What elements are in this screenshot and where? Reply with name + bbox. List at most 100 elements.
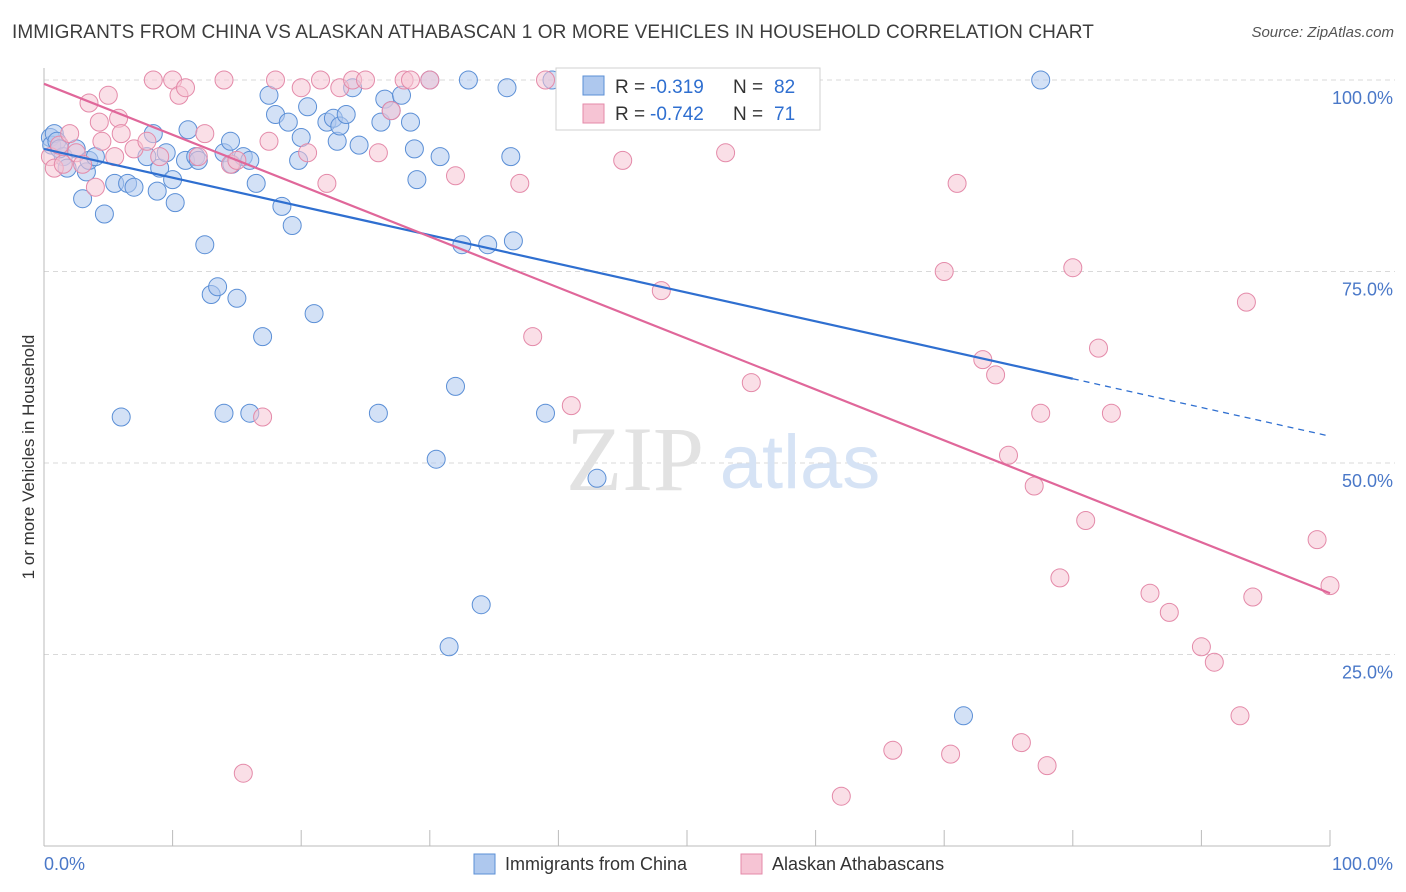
- athabascan-point-18: [150, 147, 170, 167]
- n-label-1: N =: [733, 77, 763, 98]
- legend-swatch-athabascan: [740, 853, 763, 875]
- athabascan-point-34: [317, 173, 337, 193]
- series-legend: Immigrants from China Alaskan Athabascan…: [473, 853, 944, 875]
- athabascan-point-53: [883, 740, 903, 760]
- china-point-21: [165, 193, 185, 213]
- athabascan-point-30: [266, 70, 285, 90]
- china-point-78: [214, 403, 234, 423]
- china-point-57: [401, 112, 420, 132]
- y-axis-title: 1 or more Vehicles in Household: [19, 335, 38, 580]
- watermark-zip: ZIP: [566, 408, 704, 510]
- athabascan-point-45: [523, 327, 543, 347]
- china-point-40: [278, 112, 298, 132]
- china-point-67: [471, 595, 491, 615]
- y-tick-labels: 100.0% 75.0% 50.0% 25.0%: [1332, 88, 1393, 683]
- china-point-68: [478, 235, 498, 255]
- legend-swatch-china: [473, 853, 496, 875]
- athabascan-point-29: [259, 131, 279, 151]
- athabascan-point-60: [1011, 733, 1031, 753]
- china-point-28: [208, 277, 228, 297]
- r-label-1: R =: [615, 77, 645, 98]
- athabascan-point-11: [98, 85, 118, 105]
- athabascan-point-38: [368, 143, 388, 163]
- china-point-17: [147, 181, 167, 201]
- chart-title: IMMIGRANTS FROM CHINA VS ALASKAN ATHABAS…: [12, 22, 1094, 43]
- athabascan-point-71: [1191, 637, 1211, 657]
- athabascan-point-23: [195, 124, 215, 144]
- x-tick-label-min: 0.0%: [44, 854, 85, 874]
- stats-legend: R = -0.319 N = 82 R = -0.742 N = 71: [555, 67, 821, 131]
- athabascan-point-8: [85, 177, 105, 197]
- athabascan-point-7: [79, 93, 99, 113]
- athabascan-point-76: [1307, 530, 1327, 550]
- n-value-2: 71: [774, 104, 795, 125]
- china-point-64: [446, 376, 465, 396]
- china-point-26: [195, 235, 215, 255]
- china-point-11: [94, 204, 114, 224]
- athabascan-point-68: [1101, 403, 1121, 423]
- athabascan-point-69: [1140, 583, 1160, 603]
- athabascan-point-22: [188, 147, 208, 167]
- n-label-2: N =: [733, 104, 763, 125]
- china-point-70: [501, 147, 521, 167]
- r-value-1: -0.319: [650, 77, 704, 98]
- athabascan-point-4: [60, 124, 80, 144]
- athabascan-point-28: [253, 407, 273, 427]
- athabascan-point-58: [986, 365, 1006, 385]
- athabascan-point-21: [176, 78, 195, 98]
- china-point-81: [349, 135, 369, 155]
- athabascan-point-14: [111, 124, 131, 144]
- athabascan-point-72: [1204, 652, 1224, 672]
- china-point-66: [458, 70, 478, 90]
- china-point-35: [246, 173, 266, 193]
- athabascan-point-9: [89, 112, 109, 132]
- china-point-52: [368, 403, 388, 423]
- legend-label-athabascan: Alaskan Athabascans: [772, 854, 944, 874]
- athabascan-point-55: [941, 744, 961, 764]
- legend-label-china: Immigrants from China: [505, 854, 688, 874]
- athabascan-point-42: [420, 70, 440, 90]
- athabascan-point-51: [741, 373, 761, 393]
- series-athabascan-points: [40, 70, 1340, 806]
- china-point-61: [426, 449, 446, 469]
- china-point-58: [404, 139, 424, 159]
- china-point-36: [253, 327, 273, 347]
- china-point-71: [503, 231, 523, 251]
- athabascan-point-6: [73, 154, 93, 174]
- stats-swatch-athabascan: [582, 103, 605, 124]
- athabascan-point-62: [1031, 403, 1051, 423]
- r-label-2: R =: [615, 104, 645, 125]
- athabascan-point-48: [613, 150, 633, 170]
- trend-line-china: [43, 147, 1074, 380]
- china-point-69: [497, 78, 517, 98]
- watermark-atlas: atlas: [720, 420, 881, 505]
- china-point-14: [124, 177, 144, 197]
- athabascan-point-31: [291, 78, 311, 98]
- athabascan-point-50: [716, 143, 736, 163]
- n-value-1: 82: [774, 77, 795, 98]
- athabascan-point-33: [311, 70, 330, 90]
- athabascan-point-27: [233, 763, 253, 783]
- watermark: ZIP atlas: [566, 408, 880, 510]
- china-point-50: [336, 105, 356, 124]
- athabascan-point-44: [510, 173, 530, 193]
- china-point-32: [227, 288, 247, 308]
- athabascan-point-64: [1050, 568, 1070, 588]
- china-point-72: [536, 403, 555, 423]
- athabascan-point-52: [831, 786, 851, 806]
- athabascan-point-54: [934, 262, 954, 281]
- china-point-30: [221, 131, 240, 151]
- y-tick-label-100: 100.0%: [1332, 88, 1393, 108]
- china-point-23: [178, 120, 198, 140]
- athabascan-point-63: [1037, 756, 1057, 776]
- china-point-41: [282, 216, 302, 235]
- y-tick-label-75: 75.0%: [1342, 280, 1393, 300]
- athabascan-point-65: [1063, 258, 1083, 278]
- athabascan-point-16: [137, 131, 157, 151]
- athabascan-point-10: [92, 131, 112, 151]
- china-point-59: [407, 170, 427, 190]
- athabascan-point-59: [999, 445, 1018, 465]
- r-value-2: -0.742: [650, 104, 704, 125]
- china-point-76: [1031, 70, 1051, 90]
